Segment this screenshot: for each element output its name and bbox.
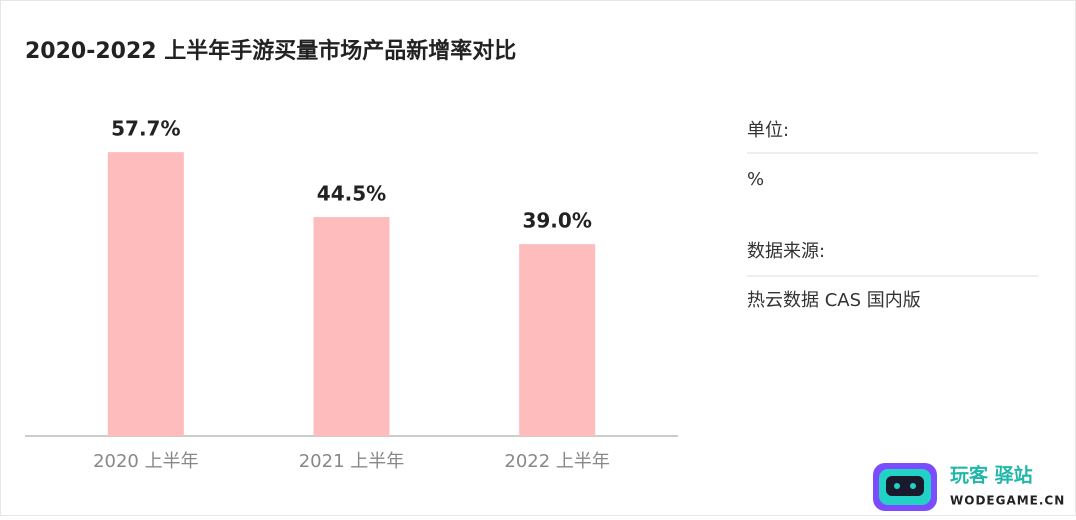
x-tick-label: 2021 上半年 — [299, 451, 405, 472]
chart-title: 2020-2022 上半年手游买量市场产品新增率对比 — [25, 38, 516, 64]
logo-face — [886, 476, 924, 496]
bar — [313, 217, 390, 436]
source: 热云数据 CAS 国内版 — [747, 290, 921, 311]
bar — [107, 152, 184, 436]
unit: % — [747, 169, 764, 190]
x-tick-label: 2022 上半年 — [504, 451, 610, 472]
watermark-name: 玩客 驿站 — [950, 464, 1033, 487]
value-label: 39.0% — [522, 209, 591, 233]
bar — [519, 244, 596, 436]
logo-eye — [910, 483, 916, 489]
source-label: 数据来源: — [747, 241, 825, 262]
watermark-site: WODEGAME.CN — [950, 494, 1065, 508]
value-label: 57.7% — [111, 117, 180, 141]
x-tick-label: 2020 上半年 — [93, 451, 199, 472]
watermark-logo — [873, 463, 937, 511]
logo-eye — [894, 483, 900, 489]
unit-label: 单位: — [747, 120, 789, 141]
value-label: 44.5% — [317, 182, 386, 206]
